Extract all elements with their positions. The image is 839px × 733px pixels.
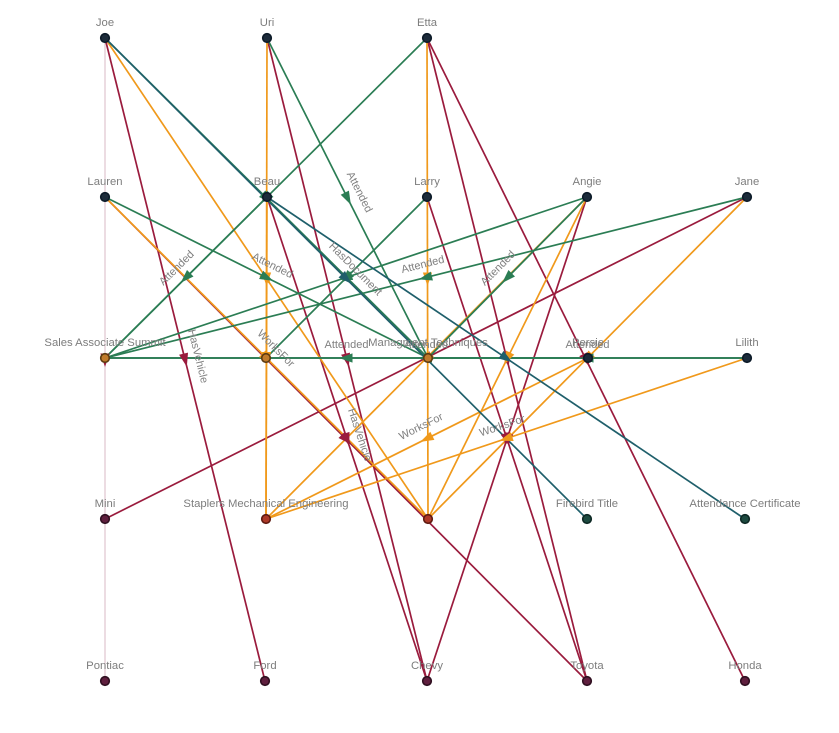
node-label-uri: Uri	[260, 17, 274, 29]
node-label-lilith: Lilith	[735, 337, 758, 349]
node-joe[interactable]	[99, 32, 111, 44]
node-toyota[interactable]	[581, 675, 593, 687]
node-label-staplers: Staplers Mechanical Engineering	[183, 498, 348, 510]
node-label-joe: Joe	[96, 17, 114, 29]
node-label-angie: Angie	[573, 176, 602, 188]
arrowhead-jane-sas	[418, 271, 433, 281]
node-etta[interactable]	[421, 32, 433, 44]
node-ford[interactable]	[259, 675, 271, 687]
arrowhead-joe-firebird	[338, 271, 352, 284]
node-label-mt: Managment Techniques	[368, 337, 488, 349]
node-larry[interactable]	[421, 191, 433, 203]
node-uri[interactable]	[261, 32, 273, 44]
arrowhead-uri-mt	[340, 190, 351, 205]
node-label-attcert: Attendance Certificate	[689, 498, 800, 510]
node-label-persie: Persie	[572, 337, 604, 349]
node-label-mini: Mini	[95, 498, 116, 510]
node-event2[interactable]	[260, 352, 272, 364]
node-firebird[interactable]	[581, 513, 593, 525]
node-label-lauren: Lauren	[87, 176, 122, 188]
arrowhead-persie-staplers	[420, 431, 435, 442]
node-angie[interactable]	[581, 191, 593, 203]
node-mini[interactable]	[99, 513, 111, 525]
node-company2[interactable]	[422, 513, 434, 525]
node-label-ford: Ford	[253, 660, 276, 672]
node-label-honda: Honda	[728, 660, 762, 672]
node-persie[interactable]	[582, 352, 594, 364]
node-label-chevy: Chevy	[411, 660, 443, 672]
node-label-beau: Beau	[254, 176, 280, 188]
node-label-jane: Jane	[735, 176, 760, 188]
arrowhead-angie-company2	[504, 350, 515, 365]
layer-nlabels: Joe Uri Etta Lauren Beau Larry Angie Jane Sales …	[44, 17, 800, 672]
arrowhead-angie-mt	[502, 269, 515, 283]
node-honda[interactable]	[739, 675, 751, 687]
arrowhead-lauren-mt	[259, 270, 274, 281]
edge-label-lilith-sas: Attended	[404, 339, 448, 351]
arrowhead-beau-sas	[180, 270, 194, 283]
node-sas[interactable]	[99, 352, 111, 364]
node-beau[interactable]	[261, 191, 273, 203]
arrowhead-beau-attcert	[498, 350, 513, 363]
node-label-firebird: Firebird Title	[556, 498, 618, 510]
edge-label-persie-sas: Attended	[324, 339, 368, 351]
node-label-sas: Sales Associate Summit	[44, 337, 166, 349]
arrowhead-joe-ford	[179, 352, 189, 367]
edge-label-persie-staplers: WorksFor	[397, 411, 445, 443]
arrowhead-lilith-staplers	[499, 432, 514, 441]
arrowhead-lauren-toyota	[338, 431, 352, 445]
layer-nodes	[99, 32, 753, 687]
node-label-etta: Etta	[417, 17, 438, 29]
node-jane[interactable]	[741, 191, 753, 203]
edge-label-lilith-mt: Attended	[565, 339, 609, 351]
node-label-larry: Larry	[414, 176, 440, 188]
node-mt[interactable]	[422, 352, 434, 364]
arrowhead-persie-sas	[339, 353, 353, 363]
node-staplers[interactable]	[260, 513, 272, 525]
node-pontiac[interactable]	[99, 675, 111, 687]
node-attcert[interactable]	[739, 513, 751, 525]
node-label-toyota: Toyota	[570, 660, 604, 672]
edge-label-lauren-mt: Attended	[250, 251, 295, 281]
node-lilith[interactable]	[741, 352, 753, 364]
node-chevy[interactable]	[421, 675, 433, 687]
node-lauren[interactable]	[99, 191, 111, 203]
node-label-pontiac: Pontiac	[86, 660, 124, 672]
